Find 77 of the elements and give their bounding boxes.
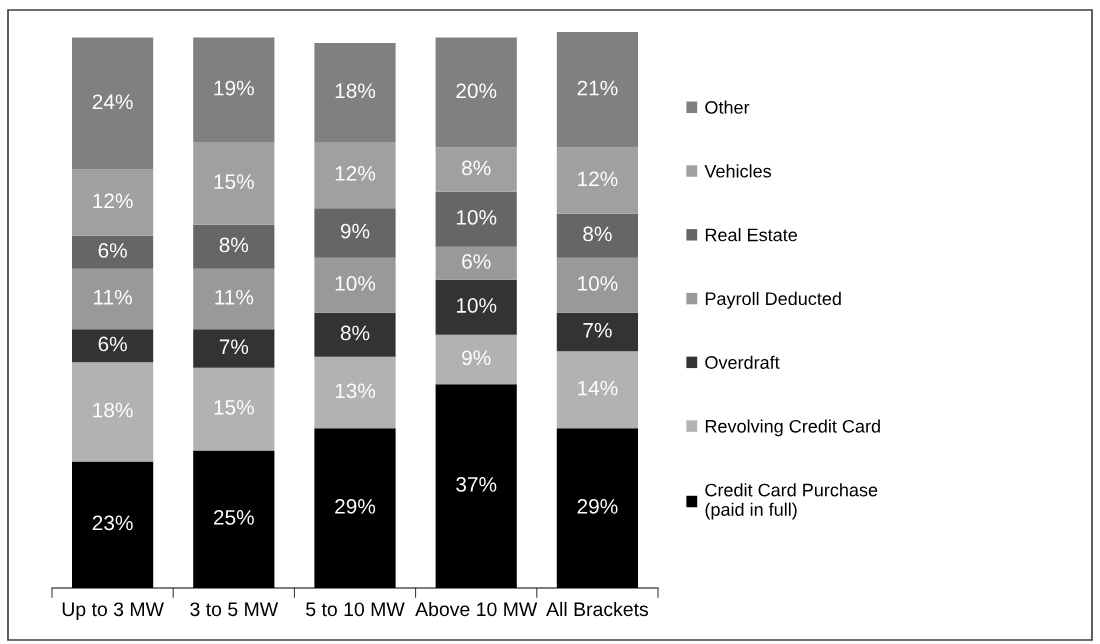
bar [556, 351, 638, 429]
bar [72, 362, 154, 462]
data-label: 12% [93, 193, 133, 209]
bar [314, 312, 396, 357]
data-label: 10% [335, 276, 376, 291]
bar [314, 356, 396, 429]
bar [556, 312, 638, 352]
x-tick-label: All Brackets [546, 601, 649, 617]
legend-label: Credit Card Purchase (paid in full) [705, 483, 878, 520]
bar [435, 191, 517, 247]
data-label: 18% [335, 83, 376, 99]
data-label: 29% [335, 499, 376, 514]
data-label: 9% [462, 350, 491, 366]
data-label: 10% [456, 298, 497, 313]
data-label: 15% [214, 400, 254, 415]
bar [193, 224, 275, 269]
bar [193, 329, 275, 368]
data-label: 8% [583, 226, 612, 242]
data-label: 12% [335, 165, 376, 181]
legend-label: Revolving Credit Card [705, 419, 880, 437]
data-label: 25% [214, 510, 254, 525]
data-label: 10% [456, 210, 497, 225]
bar [556, 32, 638, 148]
data-label: 24% [92, 94, 133, 110]
data-label: 13% [335, 383, 376, 399]
bar [193, 268, 275, 330]
x-tick-label: Above 10 MW [415, 601, 538, 617]
x-tick-label: 3 to 5 MW [190, 602, 279, 617]
bar [435, 279, 517, 335]
x-tick-label: Up to 3 MW [62, 602, 164, 621]
data-label: 7% [583, 322, 612, 338]
bar [435, 334, 517, 385]
data-label: 11% [94, 289, 132, 305]
data-label: 8% [462, 160, 491, 176]
data-label: 21% [577, 80, 618, 96]
legend-label: Real Estate [705, 228, 797, 242]
bar [72, 37, 154, 170]
bar [435, 37, 517, 148]
data-label: 10% [578, 276, 618, 291]
bar [435, 147, 517, 192]
bar [72, 268, 154, 330]
data-label: 37% [456, 477, 497, 492]
data-label: 29% [577, 499, 618, 514]
legend-label: Vehicles [704, 164, 772, 178]
data-label: 23% [92, 515, 133, 531]
bar [556, 257, 638, 313]
x-tick-label: 5 to 10 MW [306, 602, 405, 617]
legend-label: Overdraft [705, 355, 780, 369]
bar [72, 235, 154, 269]
data-label: 18% [93, 402, 133, 418]
data-label: 15% [214, 174, 254, 189]
data-label: 12% [578, 171, 618, 187]
data-label: 6% [462, 254, 491, 269]
data-label: 7% [219, 339, 249, 355]
legend-label: Payroll Deducted [705, 291, 841, 309]
data-label: 8% [219, 237, 249, 253]
bar [556, 147, 638, 214]
data-label: 11% [215, 289, 254, 305]
bar [435, 246, 517, 280]
data-label: 14% [578, 380, 618, 396]
bar [314, 142, 396, 209]
bar [72, 169, 154, 236]
data-label: 8% [340, 325, 370, 341]
data-label: 19% [214, 80, 254, 96]
bar [193, 367, 275, 451]
data-label: 6% [98, 243, 127, 258]
bar [72, 329, 154, 363]
data-label: 6% [98, 336, 127, 352]
bar [314, 208, 396, 258]
bar [314, 43, 396, 143]
bar [556, 213, 638, 258]
data-label: 20% [456, 83, 497, 99]
legend-label: Other [705, 100, 750, 114]
bar [193, 37, 275, 143]
data-label: 9% [340, 223, 370, 239]
bar [193, 142, 275, 225]
bar [314, 257, 396, 313]
